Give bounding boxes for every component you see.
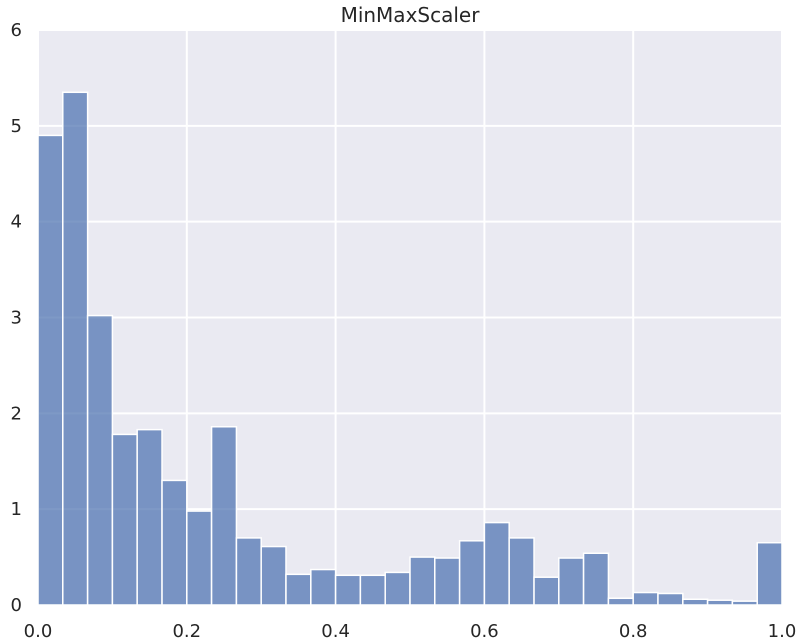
histogram-bar xyxy=(607,597,634,606)
histogram-bar xyxy=(37,134,64,606)
y-tick-label: 1 xyxy=(11,499,22,520)
x-tick-label: 1.0 xyxy=(768,621,797,642)
histogram-bar xyxy=(210,426,238,606)
histogram-bar xyxy=(682,598,709,606)
y-tick-label: 6 xyxy=(11,20,22,41)
histogram-bar xyxy=(260,545,287,606)
y-tick-label: 0 xyxy=(11,595,22,616)
histogram-bar xyxy=(161,479,188,606)
y-axis-ticks: 0 1 2 3 4 5 6 xyxy=(11,20,22,616)
histogram-bar xyxy=(310,568,337,606)
histogram-bar xyxy=(334,574,362,606)
histogram-bar xyxy=(558,557,585,606)
x-axis-ticks: 0.0 0.2 0.4 0.6 0.8 1.0 xyxy=(24,621,797,642)
histogram-bar xyxy=(285,573,312,606)
histogram-bar xyxy=(756,541,783,606)
x-tick-label: 0.0 xyxy=(24,621,53,642)
x-tick-label: 0.8 xyxy=(619,621,648,642)
histogram-bar xyxy=(62,91,89,606)
bars-group xyxy=(37,91,783,606)
histogram-bar xyxy=(657,592,684,606)
chart-title: MinMaxScaler xyxy=(341,3,481,27)
histogram-bar xyxy=(533,576,560,606)
histogram-bar xyxy=(508,537,535,606)
histogram-bar xyxy=(458,540,486,606)
x-tick-label: 0.6 xyxy=(470,621,499,642)
histogram-bar xyxy=(186,510,213,606)
histogram-bar xyxy=(409,556,436,606)
histogram-bar xyxy=(86,314,114,606)
x-tick-label: 0.4 xyxy=(321,621,350,642)
y-tick-label: 3 xyxy=(11,308,22,329)
y-tick-label: 2 xyxy=(11,403,22,424)
histogram-bar xyxy=(359,574,386,606)
histogram-bar xyxy=(706,599,734,606)
y-tick-label: 4 xyxy=(11,212,22,233)
histogram-bar xyxy=(384,571,411,606)
histogram-bar xyxy=(632,591,659,606)
histogram-bar xyxy=(582,552,610,606)
histogram-bar xyxy=(434,557,461,606)
x-tick-label: 0.2 xyxy=(172,621,201,642)
grid-lines xyxy=(37,29,783,606)
histogram-bar xyxy=(483,521,510,606)
histogram-bar xyxy=(136,428,163,606)
histogram-bar xyxy=(111,433,138,606)
histogram-bar xyxy=(731,600,758,606)
histogram-bar xyxy=(235,537,262,606)
y-tick-label: 5 xyxy=(11,116,22,137)
